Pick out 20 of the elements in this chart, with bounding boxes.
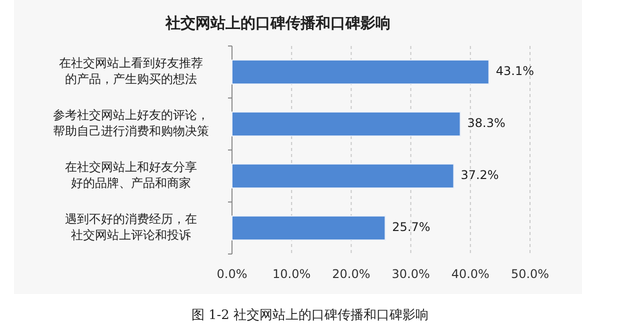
x-tick-label: 40.0% <box>451 267 490 282</box>
y-tick-label: 在社交网站上和好友分享好的品牌、产品和商家 <box>65 160 197 190</box>
data-label: 37.2% <box>460 168 499 182</box>
bar <box>232 60 490 84</box>
x-tick-label: 50.0% <box>510 267 550 282</box>
y-tick-label: 遇到不好的消费经历，在社交网站上评论和投诉 <box>65 212 197 242</box>
x-tick-label: 0.0% <box>216 267 248 282</box>
chart-title: 社交网站上的口碑传播和口碑影响 <box>164 14 390 32</box>
x-tick-label: 10.0% <box>272 267 311 282</box>
x-tick-label: 20.0% <box>332 267 370 282</box>
data-label: 43.1% <box>496 64 534 78</box>
bar <box>232 112 461 136</box>
data-label: 38.3% <box>467 116 506 130</box>
bar <box>232 216 386 240</box>
bar <box>232 164 454 188</box>
data-label: 25.7% <box>392 220 430 234</box>
x-tick-label: 30.0% <box>392 267 430 282</box>
y-tick-label: 参考社交网站上好友的评论，帮助自己进行消费和购物决策 <box>53 108 209 138</box>
y-tick-label: 在社交网站上看到好友推荐的产品，产生购买的想法 <box>59 56 203 86</box>
caption: 图 1-2 社交网站上的口碑传播和口碑影响 <box>191 307 429 324</box>
